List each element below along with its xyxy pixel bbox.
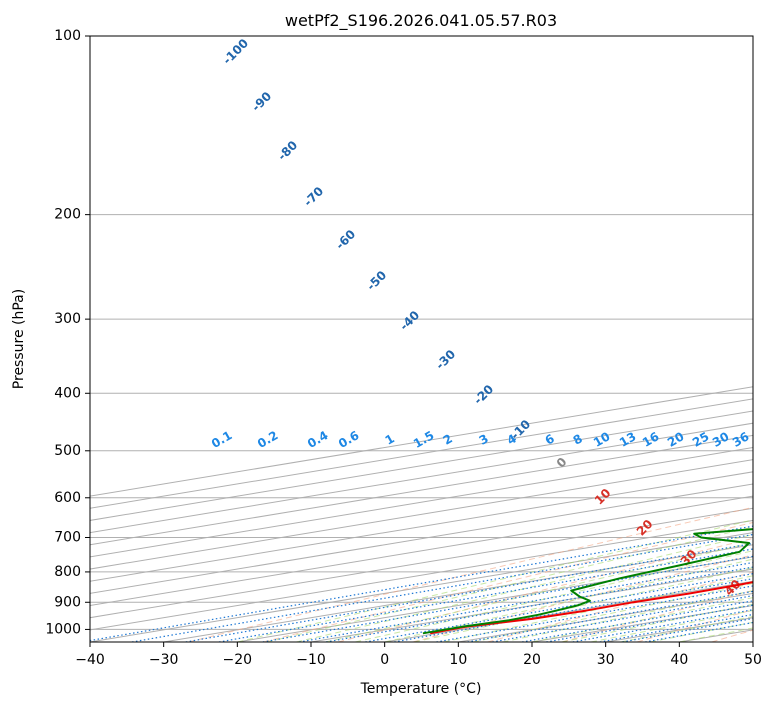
- isotherm-line: [90, 532, 753, 642]
- y-tick-label: 300: [54, 311, 81, 327]
- chart-title: wetPf2_S196.2026.041.05.57.R03: [285, 11, 557, 31]
- y-tick-label: 200: [54, 207, 81, 223]
- x-tick-label: −40: [75, 652, 105, 668]
- moist-adiabat-line: [237, 519, 753, 642]
- profile-lines: [422, 528, 753, 635]
- y-tick-label: 700: [54, 530, 81, 546]
- y-tick-label: 400: [54, 385, 81, 401]
- y-tick-label: 600: [54, 490, 81, 506]
- x-tick-label: 30: [597, 652, 615, 668]
- mixing-ratio-line: [599, 613, 753, 642]
- x-tick-label: 40: [670, 652, 688, 668]
- mixing-ratio-line: [90, 525, 753, 642]
- mixing-ratio-line: [218, 548, 753, 642]
- x-tick-label: −20: [223, 652, 253, 668]
- moist-adiabat-line: [443, 575, 753, 642]
- isotherm-line: [90, 471, 753, 582]
- moist-adiabat-line: [384, 558, 753, 642]
- dry-adiabat-line: [562, 589, 753, 642]
- y-tick-label: 500: [54, 443, 81, 459]
- y-tick-label: 900: [54, 594, 81, 610]
- y-axis: 1000 900 800 700 600 500 400 300 200 100: [45, 28, 90, 637]
- x-tick-label: −10: [296, 652, 326, 668]
- isotherm-line: [90, 519, 753, 631]
- dewpoint-profile-line: [422, 528, 753, 635]
- isotherm-line: [90, 483, 753, 594]
- isotherm-line: [90, 446, 753, 558]
- y-tick-label: 800: [54, 564, 81, 580]
- dry-adiabat-line: [263, 521, 753, 642]
- mixing-ratio-line: [325, 566, 753, 642]
- isotherm-line: [90, 459, 753, 570]
- background-lines: [90, 36, 753, 642]
- y-tick-label: 1000: [45, 621, 81, 637]
- x-tick-label: 20: [523, 652, 541, 668]
- isotherm-line: [90, 495, 753, 607]
- isotherm-line: [90, 434, 753, 546]
- moist-adiabat-line: [531, 597, 753, 642]
- temperature-profile-line: [430, 581, 753, 635]
- mixing-ratio-line: [262, 555, 753, 642]
- mixing-ratio-line: [185, 542, 753, 642]
- x-axis: −40 −30 −20 −10 0 10 20 30 40 50: [75, 642, 762, 668]
- x-tick-label: −30: [149, 652, 179, 668]
- moist-adiabat-line: [266, 526, 753, 642]
- moist-adiabat-line: [502, 590, 753, 642]
- y-tick-label: 100: [54, 28, 81, 44]
- x-tick-label: 10: [449, 652, 467, 668]
- moist-adiabat-line: [355, 550, 753, 642]
- y-axis-label: Pressure (hPa): [11, 289, 27, 389]
- x-tick-label: 0: [380, 652, 389, 668]
- mixing-ratio-line: [299, 561, 753, 642]
- moist-adiabat-line: [296, 534, 753, 642]
- x-tick-label: 50: [744, 652, 762, 668]
- isotherm-line: [90, 507, 753, 619]
- x-axis-label: Temperature (°C): [360, 681, 482, 697]
- plot-frame: [89, 35, 754, 643]
